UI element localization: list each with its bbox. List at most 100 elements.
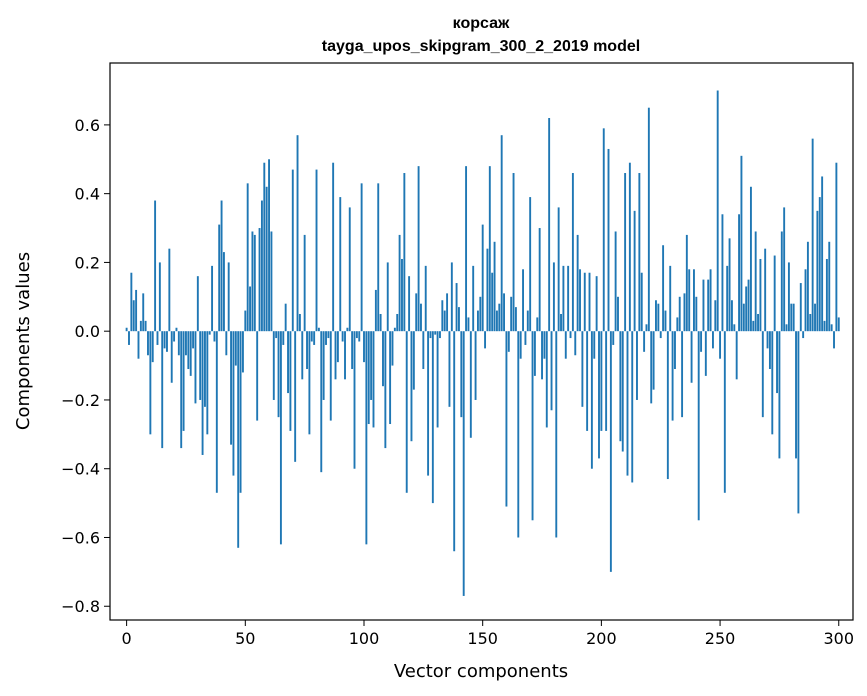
bar — [507, 331, 510, 352]
bar — [600, 331, 603, 431]
bar — [776, 331, 778, 394]
bar — [201, 331, 204, 455]
bar — [529, 197, 532, 332]
bar — [272, 331, 275, 400]
bar — [640, 272, 643, 332]
bar — [384, 331, 387, 449]
bar — [533, 331, 536, 376]
bar — [237, 331, 240, 548]
bar — [567, 265, 570, 332]
bar — [455, 283, 458, 332]
y-tick-label: −0.2 — [61, 391, 100, 410]
bar — [795, 331, 797, 459]
bar — [569, 331, 572, 339]
bar — [512, 173, 515, 332]
bar — [787, 262, 790, 332]
bar — [132, 300, 135, 332]
bar — [393, 327, 396, 332]
bar — [557, 207, 560, 332]
bar — [768, 331, 771, 370]
bar — [612, 331, 615, 345]
bar — [695, 296, 698, 332]
bar — [752, 320, 755, 332]
bar — [218, 224, 221, 332]
y-tick-label: −0.4 — [61, 460, 100, 479]
bar — [339, 197, 342, 332]
bar — [700, 331, 703, 352]
bar — [279, 331, 282, 545]
bar — [125, 327, 128, 332]
bar — [726, 265, 729, 332]
bar — [631, 331, 634, 483]
y-axis-label: Components values — [13, 252, 34, 430]
bar — [780, 231, 783, 332]
bar — [306, 331, 308, 370]
bar — [643, 331, 646, 352]
bar — [609, 331, 612, 572]
bar — [365, 331, 368, 545]
bar — [655, 300, 657, 332]
bar — [396, 313, 399, 332]
bar — [759, 258, 762, 332]
bar — [431, 331, 434, 504]
bar — [130, 272, 133, 332]
bar — [258, 228, 261, 332]
bar — [194, 331, 197, 404]
bar — [443, 310, 446, 332]
bar — [289, 331, 292, 431]
bar — [709, 269, 712, 332]
bar — [628, 162, 631, 332]
bar — [244, 310, 247, 332]
bar — [647, 107, 650, 332]
bar — [821, 176, 824, 332]
bar — [263, 162, 266, 332]
bar — [441, 300, 444, 332]
bar — [161, 331, 164, 449]
bar — [619, 331, 622, 442]
bar — [545, 331, 548, 428]
bar — [204, 331, 206, 407]
bar — [253, 234, 256, 332]
x-tick-label: 0 — [122, 629, 132, 648]
bar — [674, 331, 676, 370]
bar — [837, 317, 840, 332]
bar — [799, 283, 802, 332]
bar — [149, 331, 152, 435]
bar — [334, 331, 337, 380]
bar — [436, 331, 439, 428]
bar — [538, 228, 541, 332]
bar — [230, 331, 233, 445]
bar — [797, 331, 800, 514]
bar — [232, 331, 235, 476]
bar — [749, 186, 752, 332]
bar — [220, 200, 223, 332]
bar — [491, 272, 494, 332]
bar — [745, 286, 748, 332]
bar — [287, 331, 289, 394]
bar — [790, 303, 793, 332]
bar — [206, 331, 209, 435]
bar — [163, 331, 166, 349]
bar — [754, 231, 757, 332]
bar — [415, 293, 418, 332]
bar — [500, 135, 503, 332]
bar — [818, 197, 821, 332]
bar — [723, 331, 726, 493]
bar — [560, 313, 562, 332]
bar — [593, 331, 596, 359]
bar — [704, 331, 707, 376]
bar — [177, 331, 180, 356]
bar — [189, 331, 192, 376]
bar — [636, 331, 638, 400]
bar — [531, 331, 534, 521]
bar — [135, 289, 138, 332]
bar — [256, 331, 259, 421]
y-axis-ticks: −0.8 −0.6 −0.4 −0.2 0.0 0.2 0.4 0.6 — [61, 116, 110, 616]
bar — [398, 234, 401, 332]
bar — [681, 331, 684, 418]
bar — [241, 331, 244, 373]
bar — [462, 331, 465, 596]
bar — [249, 286, 251, 332]
bar — [474, 331, 477, 400]
